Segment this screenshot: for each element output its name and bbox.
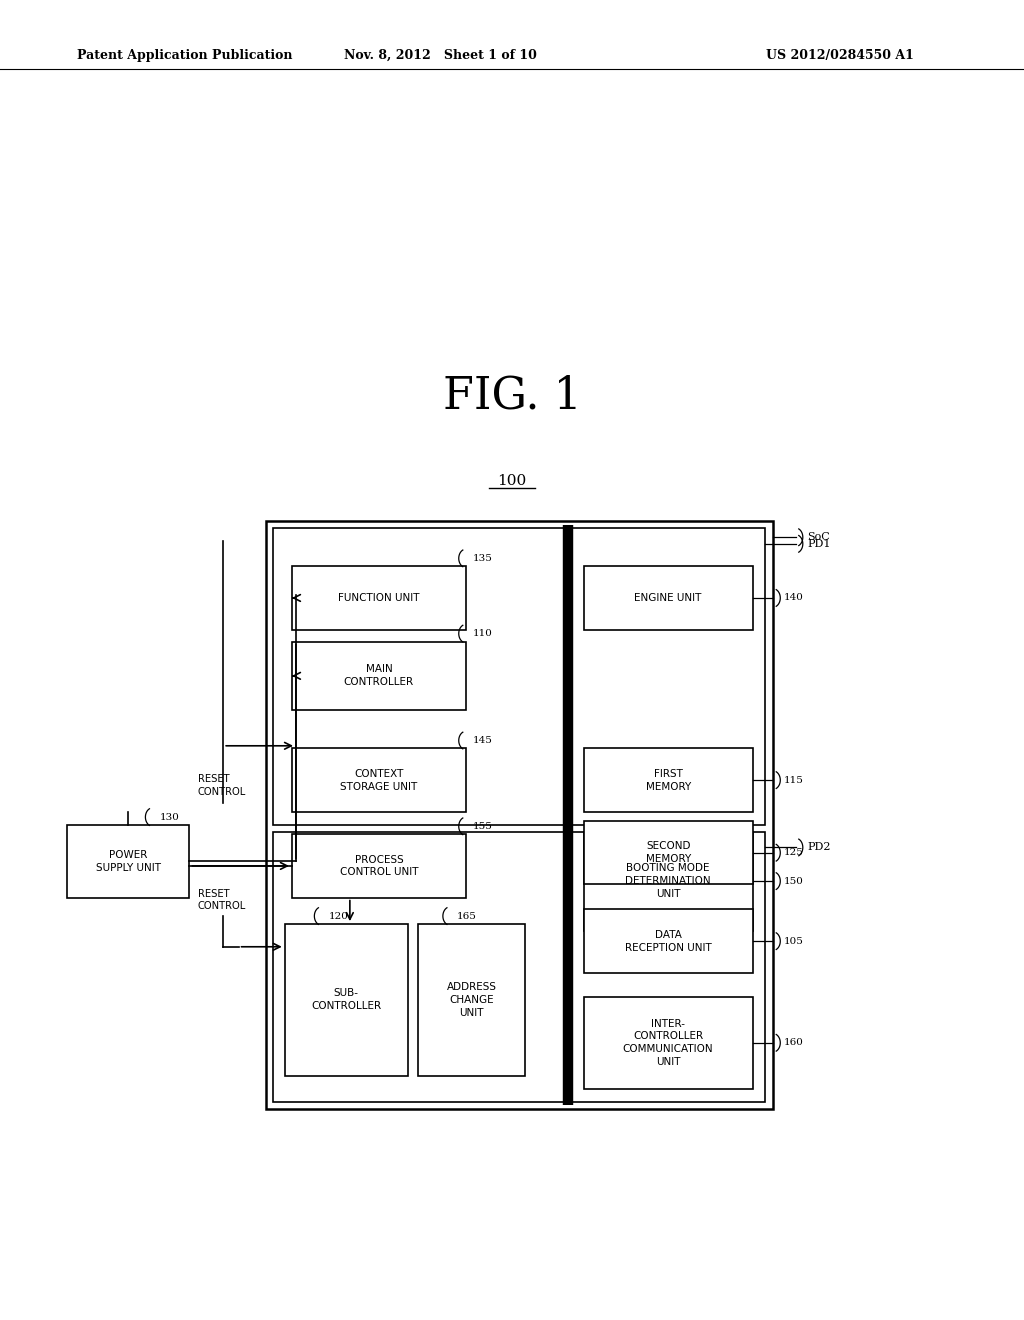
Text: Nov. 8, 2012   Sheet 1 of 10: Nov. 8, 2012 Sheet 1 of 10 (344, 49, 537, 62)
Text: 165: 165 (457, 912, 477, 920)
Text: SUB-
CONTROLLER: SUB- CONTROLLER (311, 989, 381, 1011)
Bar (67, 825, 189, 898)
Bar (584, 832, 753, 931)
Text: 155: 155 (473, 822, 493, 830)
Text: SoC: SoC (807, 532, 829, 543)
Text: US 2012/0284550 A1: US 2012/0284550 A1 (766, 49, 913, 62)
Text: ADDRESS
CHANGE
UNIT: ADDRESS CHANGE UNIT (446, 982, 497, 1018)
Bar (273, 832, 765, 1102)
Text: PD1: PD1 (807, 539, 830, 549)
Text: DATA
RECEPTION UNIT: DATA RECEPTION UNIT (625, 929, 712, 953)
Text: BOOTING MODE
DETERMINATION
UNIT: BOOTING MODE DETERMINATION UNIT (626, 863, 711, 899)
Text: FIG. 1: FIG. 1 (442, 375, 582, 417)
Text: INTER-
CONTROLLER
COMMUNICATION
UNIT: INTER- CONTROLLER COMMUNICATION UNIT (623, 1019, 714, 1067)
Text: Patent Application Publication: Patent Application Publication (77, 49, 292, 62)
Text: 145: 145 (473, 737, 493, 744)
Text: 110: 110 (473, 630, 493, 638)
Text: 130: 130 (160, 813, 179, 821)
Text: 120: 120 (329, 912, 348, 920)
Text: 125: 125 (783, 849, 803, 857)
Text: PROCESS
CONTROL UNIT: PROCESS CONTROL UNIT (340, 854, 418, 878)
Text: 160: 160 (783, 1039, 803, 1047)
Bar (292, 566, 466, 630)
Bar (292, 748, 466, 812)
Text: POWER
SUPPLY UNIT: POWER SUPPLY UNIT (95, 850, 161, 873)
Text: 150: 150 (783, 876, 803, 886)
Bar (418, 924, 525, 1076)
Bar (285, 924, 408, 1076)
Text: MAIN
CONTROLLER: MAIN CONTROLLER (344, 664, 414, 688)
Text: RESET
CONTROL: RESET CONTROL (198, 775, 246, 796)
Text: 100: 100 (498, 474, 526, 488)
Text: FUNCTION UNIT: FUNCTION UNIT (338, 593, 420, 603)
Bar (584, 748, 753, 812)
Text: 135: 135 (473, 554, 493, 562)
Bar (584, 909, 753, 973)
Bar (292, 642, 466, 710)
Bar (584, 821, 753, 884)
Text: FIRST
MEMORY: FIRST MEMORY (645, 768, 691, 792)
Text: 105: 105 (783, 937, 803, 945)
Bar (584, 566, 753, 630)
Text: 115: 115 (783, 776, 803, 784)
Text: ENGINE UNIT: ENGINE UNIT (635, 593, 701, 603)
Text: 140: 140 (783, 594, 803, 602)
Text: RESET
CONTROL: RESET CONTROL (198, 890, 246, 911)
Text: CONTEXT
STORAGE UNIT: CONTEXT STORAGE UNIT (340, 768, 418, 792)
Bar (273, 528, 765, 825)
Text: PD2: PD2 (807, 842, 830, 853)
Bar (266, 521, 773, 1109)
Text: SECOND
MEMORY: SECOND MEMORY (645, 841, 691, 865)
Bar (292, 834, 466, 898)
Bar (584, 997, 753, 1089)
